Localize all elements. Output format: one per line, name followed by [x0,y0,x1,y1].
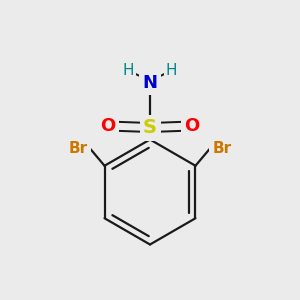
Text: O: O [100,117,116,135]
Text: H: H [166,63,177,78]
Text: Br: Br [68,141,88,156]
Text: S: S [143,118,157,137]
Text: H: H [123,63,134,78]
Text: O: O [184,117,200,135]
Text: N: N [142,74,158,92]
Text: Br: Br [212,141,232,156]
